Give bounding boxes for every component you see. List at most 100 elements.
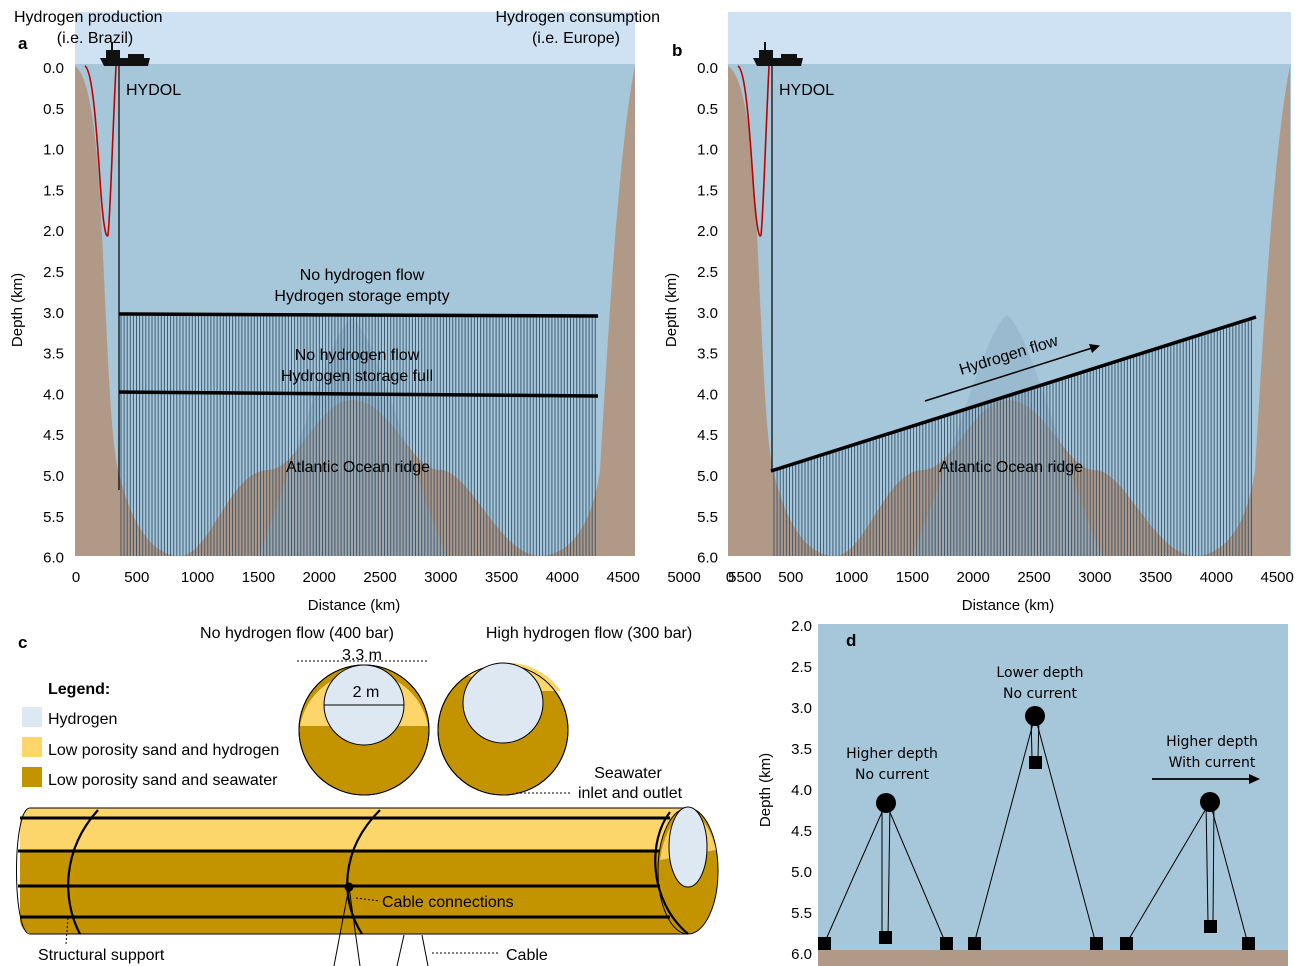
x-tick-label: 3000: [1078, 569, 1111, 586]
config2-label-1: Lower depth: [996, 665, 1083, 681]
y-tick-label: 4.0: [791, 782, 812, 799]
y-tick-label: 3.5: [697, 346, 718, 363]
x-tick-label: 500: [124, 569, 149, 586]
cable-connections-label: Cable connections: [382, 894, 514, 911]
legend-item-hydrogen: Hydrogen: [48, 711, 117, 728]
legend-item-sand-hydrogen: Low porosity sand and hydrogen: [48, 742, 279, 759]
y-tick-label: 0.5: [43, 101, 64, 118]
config1-label-2: No current: [855, 767, 930, 783]
panel-c: c No hydrogen flow (400 bar) High hydrog…: [16, 625, 719, 966]
y-tick-label: 4.0: [697, 386, 718, 403]
dimension-outer: 3.3 m: [297, 647, 428, 664]
x-tick-label: 4500: [607, 569, 640, 586]
anchor-1b: [879, 931, 892, 944]
cable-line-3: [396, 934, 405, 966]
current-arrow-icon: [1152, 774, 1260, 784]
x-tick-label: 4500: [1261, 569, 1294, 586]
label-left-region-eg: (i.e. Brazil): [57, 30, 133, 47]
legend-title: Legend:: [48, 681, 110, 698]
y-tick-label: 3.0: [43, 305, 64, 322]
x-tick-label: 4000: [1200, 569, 1233, 586]
y-tick-label: 3.0: [791, 700, 812, 717]
x-tick-label: 3500: [1139, 569, 1172, 586]
cross-section-no-flow: 2 m: [298, 664, 430, 796]
config3-label-2: With current: [1169, 755, 1256, 771]
x-tick-label: 2000: [303, 569, 336, 586]
seabed-d: [818, 950, 1288, 966]
x-tick-label: 2000: [957, 569, 990, 586]
sky-b: [728, 12, 1291, 66]
xlabel-b: Distance (km): [962, 597, 1055, 614]
panel-d: d 2.0 2.5 3.0 3.5 4.0 4.5 5.0 5.5 6.0 Depth (km)…: [757, 618, 1288, 966]
structural-support-leader: [65, 917, 69, 945]
panel-b: b HYDOL Hydrogen flow Atlantic Ocean rid…: [663, 12, 1294, 614]
y-tick-label: 0.5: [697, 101, 718, 118]
anchor-3c: [1242, 937, 1255, 950]
panel-a-letter: a: [18, 34, 28, 53]
cross-section-high-flow: [437, 662, 569, 796]
y-axis-a: 0.0 0.5 1.0 1.5 2.0 2.5 3.0 3.5 4.0 4.5 5.0 5.5 6.0: [43, 60, 64, 567]
float-1: [876, 793, 896, 813]
hydol-label-a: HYDOL: [126, 82, 181, 99]
y-tick-label: 0.0: [697, 60, 718, 77]
y-tick-label: 4.5: [697, 427, 718, 444]
cable-line-4: [421, 934, 429, 966]
y-tick-label: 6.0: [697, 550, 718, 567]
y-tick-label: 1.0: [43, 142, 64, 159]
y-tick-label: 3.5: [43, 346, 64, 363]
legend: Hydrogen Low porosity sand and hydrogen …: [22, 707, 279, 789]
anchor-2a: [968, 937, 981, 950]
mooring-config-1: Higher depth No current: [818, 746, 953, 950]
legend-item-sand-seawater: Low porosity sand and seawater: [48, 772, 278, 789]
structural-ring-1: [67, 809, 99, 935]
y-tick-label: 4.5: [791, 823, 812, 840]
anchor-3b: [1204, 920, 1217, 933]
x-tick-label: 0: [726, 569, 734, 586]
y-tick-label: 2.0: [791, 618, 812, 635]
y-tick-label: 4.5: [43, 427, 64, 444]
ylabel-b: Depth (km): [663, 273, 680, 347]
y-tick-label: 5.0: [791, 864, 812, 881]
label-left-region: Hydrogen production: [14, 9, 163, 26]
structural-support-label: Structural support: [38, 947, 165, 964]
x-tick-label: 1000: [835, 569, 868, 586]
y-tick-label: 2.5: [791, 659, 812, 676]
empty-label-1: No hydrogen flow: [300, 267, 425, 284]
x-tick-label: 5000: [667, 569, 700, 586]
x-tick-label: 3500: [485, 569, 518, 586]
config3-label-1: Higher depth: [1166, 734, 1258, 750]
x-axis-a: 0 500 1000 1500 2000 2500 3000 3500 4000 4500 5000…: [72, 569, 762, 586]
pipe-hatch-b: [773, 318, 1252, 556]
empty-label-2: Hydrogen storage empty: [274, 288, 449, 305]
cable-connections-leader: [355, 897, 381, 902]
y-tick-label: 5.0: [43, 468, 64, 485]
y-tick-label: 2.0: [697, 223, 718, 240]
y-tick-label: 5.0: [697, 468, 718, 485]
x-tick-label: 2500: [363, 569, 396, 586]
y-tick-label: 3.5: [791, 741, 812, 758]
ship-icon: [753, 42, 803, 66]
mooring-config-3: Higher depth With current: [1120, 734, 1260, 950]
seawater-label-2: inlet and outlet: [578, 785, 683, 802]
float-2: [1025, 706, 1045, 726]
y-tick-label: 5.5: [791, 905, 812, 922]
y-tick-label: 4.0: [43, 386, 64, 403]
y-tick-label: 1.0: [697, 142, 718, 159]
storage-empty-line: [118, 312, 599, 318]
ridge-label-a: Atlantic Ocean ridge: [286, 459, 430, 476]
x-tick-label: 2500: [1017, 569, 1050, 586]
flow-arrow-icon: [924, 344, 1100, 402]
legend-swatch-sand-hydrogen: [22, 737, 42, 757]
legend-swatch-hydrogen: [22, 707, 42, 727]
mooring-config-2: Lower depth No current: [968, 665, 1103, 950]
y-tick-label: 3.0: [697, 305, 718, 322]
structural-ring-2: [346, 809, 381, 935]
pipe-hatch-a: [120, 316, 596, 556]
y-tick-label: 2.5: [43, 264, 64, 281]
outer-diameter-label: 3.3 m: [342, 647, 382, 664]
panel-c-letter: c: [18, 633, 27, 652]
config2-label-2: No current: [1003, 686, 1078, 702]
full-label-2: Hydrogen storage full: [281, 368, 433, 385]
sky-a: [75, 12, 635, 66]
xlabel-a: Distance (km): [308, 597, 401, 614]
